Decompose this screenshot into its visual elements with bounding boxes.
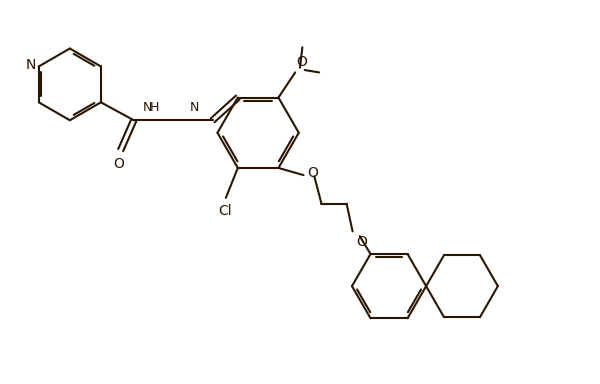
- Text: O: O: [307, 166, 318, 180]
- Text: N: N: [25, 58, 36, 72]
- Text: N: N: [190, 101, 199, 114]
- Text: O: O: [296, 55, 307, 69]
- Text: O: O: [356, 235, 367, 249]
- Text: H: H: [150, 101, 160, 114]
- Text: N: N: [143, 101, 152, 114]
- Text: O: O: [113, 157, 124, 171]
- Text: Cl: Cl: [218, 204, 232, 218]
